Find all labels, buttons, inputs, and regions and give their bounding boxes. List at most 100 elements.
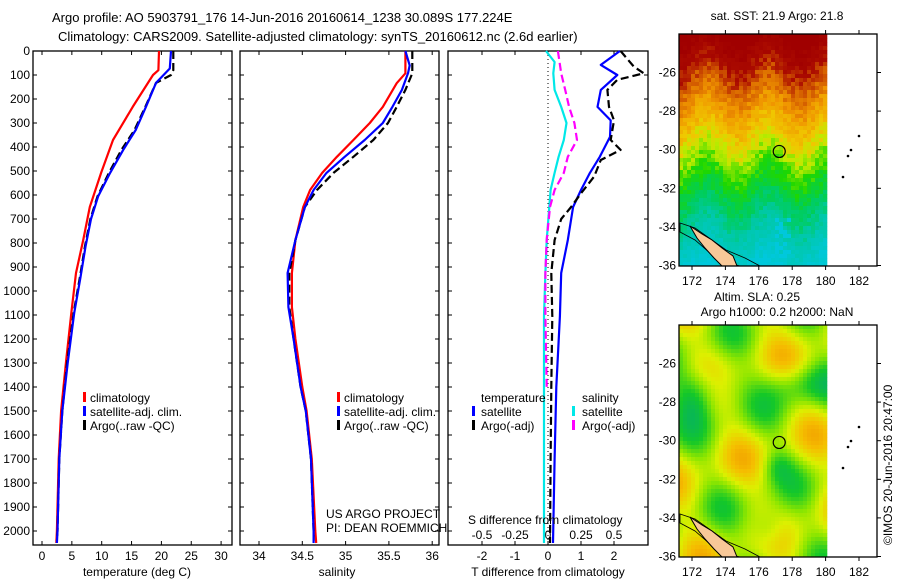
salinity-satellite-line bbox=[286, 50, 411, 543]
legend-swatch-satellite bbox=[83, 406, 86, 416]
legend-temperature-header: temperature bbox=[481, 391, 546, 405]
x-tick-label: 34 bbox=[252, 549, 266, 563]
depth-tick-label: 1300 bbox=[3, 356, 30, 370]
legend-swatch-t-argo bbox=[472, 420, 475, 430]
legend-swatch-climatology bbox=[83, 392, 86, 402]
legend-swatch-s-satellite bbox=[572, 406, 575, 416]
float-position-marker bbox=[772, 435, 786, 450]
lon-tick-label: 178 bbox=[782, 565, 802, 579]
legend-argo: Argo(..raw -QC) bbox=[90, 419, 175, 433]
temperature-climatology-line bbox=[55, 50, 161, 544]
x-tick-label: 25 bbox=[185, 549, 199, 563]
temperature-satellite-line bbox=[55, 50, 173, 544]
island-marker bbox=[841, 466, 845, 470]
temperature-xlabel: temperature (deg C) bbox=[83, 565, 191, 579]
x-tick-label: -1 bbox=[510, 549, 521, 563]
copyright-text: ©IMOS 20-Jun-2016 20:47:00 bbox=[881, 384, 895, 545]
sla-map-title1: Altim. SLA: 0.25 bbox=[714, 290, 800, 304]
difference-panel: -2 -1 0 1 2 -0.5 -0.25 0 0.25 0.5 T difference fr… bbox=[447, 50, 649, 579]
lat-tick-label: -34 bbox=[659, 511, 677, 525]
salinity-climatology-line bbox=[290, 51, 407, 544]
x-tick-label: 35 bbox=[339, 549, 353, 563]
island-marker bbox=[846, 154, 850, 158]
t-diff-argo-line bbox=[548, 50, 645, 544]
depth-tick-label: 2000 bbox=[3, 524, 30, 538]
depth-tick-label: 1000 bbox=[3, 284, 30, 298]
lon-tick-label: 174 bbox=[715, 565, 735, 579]
lat-tick-label: -30 bbox=[659, 143, 677, 157]
island-marker bbox=[849, 148, 853, 152]
sla-field bbox=[679, 325, 828, 558]
lon-tick-label: 180 bbox=[816, 565, 836, 579]
t-diff-satellite-line bbox=[551, 50, 621, 544]
depth-tick-label: 800 bbox=[10, 236, 30, 250]
depth-tick-label: 1600 bbox=[3, 428, 30, 442]
depth-tick-label: 1700 bbox=[3, 452, 30, 466]
lon-tick-label: 172 bbox=[682, 274, 702, 288]
island-marker bbox=[841, 175, 845, 179]
sla-map: Altim. SLA: 0.25 Argo h1000: 0.2 h2000: … bbox=[659, 290, 881, 579]
lon-tick-label: 174 bbox=[715, 274, 735, 288]
x-tick-label: 30 bbox=[214, 549, 228, 563]
s-diff-argo-line bbox=[544, 50, 579, 388]
lat-tick-label: -30 bbox=[659, 434, 677, 448]
depth-tick-label: 0 bbox=[23, 44, 30, 58]
s-tick-label: -0.25 bbox=[501, 528, 529, 542]
lat-tick-label: -28 bbox=[659, 395, 677, 409]
legend-satellite: satellite-adj. clim. bbox=[90, 405, 182, 419]
t-diff-xlabel: T difference from climatology bbox=[471, 565, 625, 579]
legend-swatch-s-argo bbox=[572, 420, 575, 430]
temperature-frame bbox=[32, 50, 233, 546]
lat-tick-label: -32 bbox=[659, 181, 677, 195]
legend-swatch-satellite bbox=[337, 406, 340, 416]
salinity-argo-line bbox=[288, 51, 414, 541]
legend-swatch-climatology bbox=[337, 392, 340, 402]
sst-field bbox=[679, 34, 828, 267]
temperature-panel: 0100200300400500600700800900100011001200… bbox=[3, 44, 233, 579]
lat-tick-label: -36 bbox=[659, 259, 677, 273]
depth-tick-label: 300 bbox=[10, 116, 30, 130]
s-diff-xlabel: S difference from climatology bbox=[468, 513, 623, 527]
salinity-panel: 34 34.5 35 35.5 36 salinity climatology sate… bbox=[239, 50, 447, 579]
lat-tick-label: -26 bbox=[659, 357, 677, 371]
legend-satellite: satellite-adj. clim. bbox=[344, 405, 436, 419]
x-tick-label: 36 bbox=[426, 549, 440, 563]
island-marker bbox=[849, 439, 853, 443]
title-line1: Argo profile: AO 5903791_176 14-Jun-2016… bbox=[52, 10, 513, 25]
credit-pi: PI: DEAN ROEMMICH bbox=[326, 521, 447, 535]
legend-s-argo: Argo(-adj) bbox=[582, 419, 635, 433]
float-position-marker bbox=[772, 144, 786, 159]
lat-tick-label: -26 bbox=[659, 66, 677, 80]
legend-t-satellite: satellite bbox=[481, 405, 522, 419]
x-tick-label: -2 bbox=[477, 549, 488, 563]
island-marker bbox=[857, 425, 861, 429]
legend-t-argo: Argo(-adj) bbox=[481, 419, 534, 433]
x-tick-label: 1 bbox=[578, 549, 585, 563]
depth-tick-label: 1200 bbox=[3, 332, 30, 346]
depth-tick-label: 700 bbox=[10, 212, 30, 226]
legend-swatch-t-satellite bbox=[472, 406, 475, 416]
island-marker bbox=[857, 134, 861, 138]
lon-tick-label: 182 bbox=[849, 565, 869, 579]
x-tick-label: 5 bbox=[69, 549, 76, 563]
x-tick-label: 2 bbox=[611, 549, 618, 563]
sla-map-title2: Argo h1000: 0.2 h2000: NaN bbox=[701, 305, 854, 319]
legend-s-satellite: satellite bbox=[582, 405, 623, 419]
x-tick-label: 0 bbox=[39, 549, 46, 563]
salinity-frame bbox=[239, 50, 440, 546]
legend-swatch-argo bbox=[83, 420, 86, 430]
sst-map: sat. SST: 21.9 Argo: 21.8 172 174 176 178 18… bbox=[659, 9, 881, 288]
s-diff-satellite-line bbox=[542, 50, 568, 543]
s-tick-label: 0.25 bbox=[569, 528, 593, 542]
x-tick-label: 35.5 bbox=[377, 549, 401, 563]
depth-tick-label: 500 bbox=[10, 164, 30, 178]
x-tick-label: 10 bbox=[95, 549, 109, 563]
difference-frame bbox=[447, 50, 649, 546]
depth-tick-label: 1100 bbox=[4, 308, 30, 322]
x-tick-label: 34.5 bbox=[291, 549, 315, 563]
depth-tick-label: 1800 bbox=[3, 476, 30, 490]
depth-tick-label: 200 bbox=[10, 92, 30, 106]
depth-tick-label: 100 bbox=[10, 68, 30, 82]
depth-tick-label: 1900 bbox=[3, 500, 30, 514]
lon-tick-label: 176 bbox=[749, 274, 769, 288]
